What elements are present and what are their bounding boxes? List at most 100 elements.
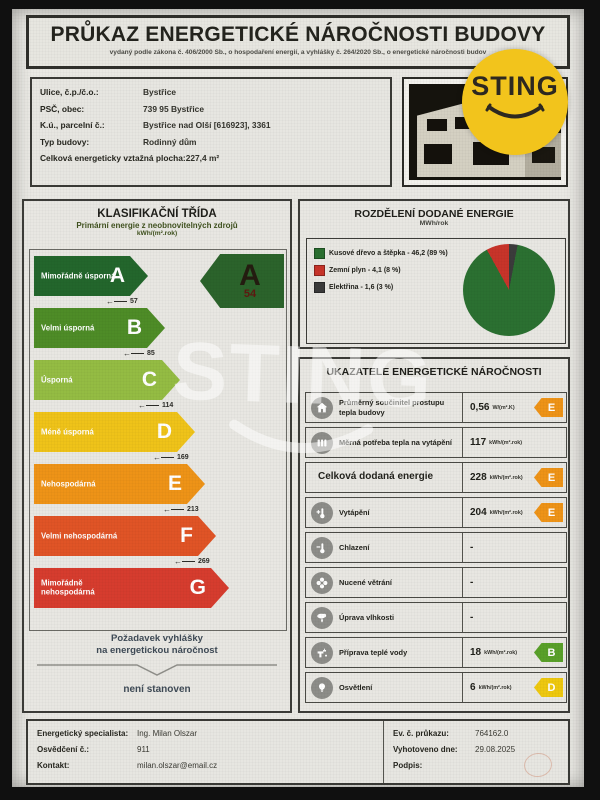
heating-demand-icon xyxy=(311,431,333,454)
band-label: Úsporná xyxy=(41,375,73,385)
building-info-row: Ulice, č.p./č.o.: Bystřice xyxy=(40,87,390,97)
info-label: Ulice, č.p./č.o.: xyxy=(40,87,99,97)
energy-class-band-G: Mimořádně nehospodárná G xyxy=(34,568,229,608)
certificate-header: PRŮKAZ ENERGETICKÉ NÁROČNOSTI BUDOVY vyd… xyxy=(26,15,570,69)
pie-chart xyxy=(463,244,555,336)
smile-icon xyxy=(485,103,545,118)
threshold-value: 213 xyxy=(187,506,199,513)
footer: Energetický specialista: Ing. Milan Olsza… xyxy=(26,719,570,785)
energy-class-band-F: Velmi nehospodárná F xyxy=(34,516,216,556)
heating-icon xyxy=(311,501,333,524)
info-value: Rodinný dům xyxy=(143,136,197,147)
footer-field: Kontakt: milan.olszar@email.cz xyxy=(37,761,383,770)
house-window xyxy=(427,118,447,132)
ventilation-icon xyxy=(311,571,333,594)
indicator-value: 18 xyxy=(470,647,482,658)
indicator-label: Vytápění xyxy=(339,507,370,517)
indicator-value: - xyxy=(470,542,474,553)
indicator-value-cell: 228 kWh/(m².rok) E xyxy=(462,463,566,492)
indicator-unit: kWh/(m².rok) xyxy=(484,649,518,656)
indicator-row: Osvětlení 6 kWh/(m².rok) D xyxy=(305,672,567,703)
threshold-value: 85 xyxy=(147,350,155,357)
classification-panel: KLASIFIKAČNÍ TŘÍDA Primární energie z ne… xyxy=(22,199,292,713)
indicator-label: Úprava vlhkosti xyxy=(339,612,395,622)
left-arrow-icon: ← xyxy=(138,400,146,410)
rating-letter: A xyxy=(239,259,261,292)
band-arrow-tip xyxy=(198,516,216,556)
legend-label: Zemní plyn - 4,1 (8 %) xyxy=(329,267,401,274)
legend-item: Zemní plyn - 4,1 (8 %) xyxy=(314,265,448,276)
indicator-label: Měrná potřeba tepla na vytápění xyxy=(339,437,452,447)
delivered-energy-unit: MWh/rok xyxy=(419,220,449,227)
legend-item: Kusové dřevo a štěpka - 46,2 (89 %) xyxy=(314,248,448,259)
footer-field-label: Vyhotoveno dne: xyxy=(393,745,458,754)
requirement-line1: Požadavek vyhlášky xyxy=(111,633,203,644)
class-badge-B: B xyxy=(534,643,563,662)
info-value: Bystřice xyxy=(143,87,177,97)
house-window xyxy=(532,147,555,163)
building-heat-transfer-icon xyxy=(311,396,333,419)
footer-field: Osvědčení č.: 911 xyxy=(37,745,383,754)
hot-water-icon xyxy=(311,641,333,664)
class-badge-D: D xyxy=(534,678,563,697)
requirement-note: Požadavek vyhlášky na energetickou nároč… xyxy=(24,633,290,695)
energy-rating-arrow: A 54 xyxy=(200,254,284,308)
band-letter: C xyxy=(141,368,157,391)
threshold-marker: ← 85 xyxy=(123,349,155,359)
band-letter: G xyxy=(189,576,206,599)
energy-class-scale: A 54 Mimořádně úsporná A ← 57 Velmi úsporná B… xyxy=(29,249,287,631)
band-arrow-tip xyxy=(187,464,205,504)
legend-item: Elektřina - 1,6 (3 %) xyxy=(314,282,448,293)
humidity-icon xyxy=(311,606,333,629)
energy-class-band-E: Nehospodárná E xyxy=(34,464,205,504)
indicators-title: UKAZATELE ENERGETICKÉ NÁROČNOSTI xyxy=(326,366,542,378)
indicator-row: Vytápění 204 kWh/(m².rok) E xyxy=(305,497,567,528)
band-arrow-tip xyxy=(177,412,195,452)
footer-specialist-column: Energetický specialista: Ing. Milan Olsza… xyxy=(28,721,384,783)
chevron-divider xyxy=(37,664,277,676)
legend-swatch xyxy=(314,282,325,293)
indicator-value: 117 xyxy=(470,437,487,448)
band-arrow-tip xyxy=(130,256,148,296)
band-label: Velmi nehospodárná xyxy=(41,531,118,541)
band-label: Nehospodárná xyxy=(41,479,96,489)
rating-value: 54 xyxy=(243,288,257,300)
building-info-row: Typ budovy: Rodinný dům xyxy=(40,137,390,147)
footer-field: Podpis: xyxy=(393,761,568,770)
indicator-label: Osvětlení xyxy=(339,682,373,692)
energy-class-band-C: Úsporná C xyxy=(34,360,180,400)
band-arrow-tip xyxy=(162,360,180,400)
cooling-icon xyxy=(311,536,333,559)
footer-field-value: milan.olszar@email.cz xyxy=(137,761,218,770)
indicator-row: Měrná potřeba tepla na vytápění 117 kWh/(m… xyxy=(305,427,567,458)
info-label: Celková energeticky vztažná plocha: xyxy=(40,153,186,163)
sting-logo: STING xyxy=(462,49,568,155)
left-arrow-icon: ← xyxy=(153,452,161,462)
delivered-energy-title: ROZDĚLENÍ DODANÉ ENERGIE xyxy=(354,208,514,220)
footer-field: Energetický specialista: Ing. Milan Olsza… xyxy=(37,729,383,738)
certificate-page: PRŮKAZ ENERGETICKÉ NÁROČNOSTI BUDOVY vyd… xyxy=(12,9,584,787)
footer-field-value: Ing. Milan Olszar xyxy=(137,729,198,738)
indicator-row: Průměrný součinitel prostupu tepla budov… xyxy=(305,392,567,423)
band-letter: F xyxy=(180,524,193,547)
footer-field-label: Osvědčení č.: xyxy=(37,745,90,754)
threshold-marker: ← 114 xyxy=(138,401,173,411)
indicator-value-cell: 0,56 W/(m².K) E xyxy=(462,393,566,422)
indicator-unit: kWh/(m².rok) xyxy=(489,509,523,516)
indicator-value-cell: 117 kWh/(m².rok) xyxy=(462,428,566,457)
info-label: PSČ, obec: xyxy=(40,103,85,114)
left-arrow-icon: ← xyxy=(106,296,114,306)
indicator-value: 6 xyxy=(470,682,476,693)
footer-field-label: Ev. č. průkazu: xyxy=(393,729,449,738)
footer-field-label: Podpis: xyxy=(393,761,423,770)
indicator-value: - xyxy=(470,612,474,623)
band-label: Méně úsporná xyxy=(41,427,94,437)
indicator-unit: kWh/(m².rok) xyxy=(489,439,523,446)
indicator-label: Chlazení xyxy=(339,542,370,552)
classification-title: KLASIFIKAČNÍ TŘÍDA xyxy=(97,208,217,220)
threshold-value: 57 xyxy=(130,298,138,305)
delivered-energy-chart: Kusové dřevo a štěpka - 46,2 (89 %) Zemní… xyxy=(306,238,566,344)
indicator-label: Nucené větrání xyxy=(339,577,392,587)
delivered-energy-panel: ROZDĚLENÍ DODANÉ ENERGIE MWh/rok Kusové … xyxy=(298,199,570,349)
class-badge-E: E xyxy=(534,503,563,522)
